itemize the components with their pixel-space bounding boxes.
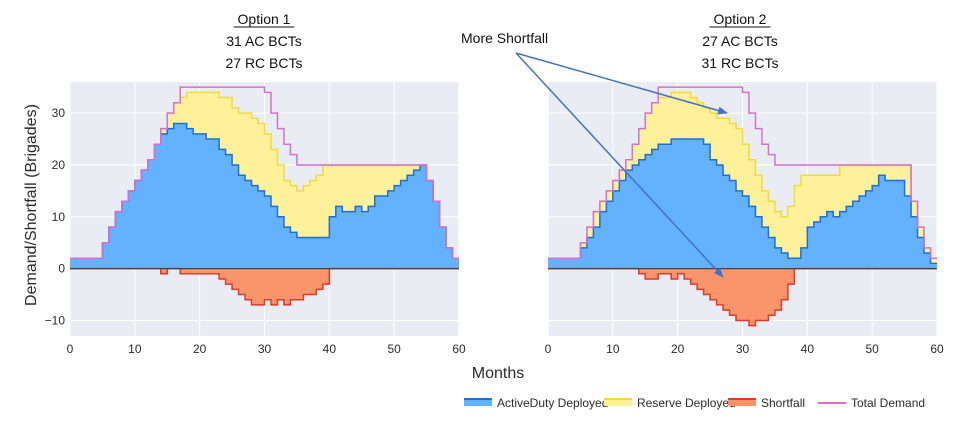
panel-subtitle: 31 AC BCTs: [226, 33, 301, 49]
x-tick-label: 40: [323, 342, 337, 356]
y-tick-label: 30: [52, 106, 66, 120]
total-demand-line: [548, 86, 937, 259]
legend-label: ActiveDuty Deployed: [497, 396, 608, 410]
legend-item: Reserve Deployed: [604, 396, 736, 410]
arrow-to-demand: [515, 52, 728, 115]
x-tick-label: 40: [801, 342, 815, 356]
shortfall-area: [70, 268, 459, 305]
legend-label: Reserve Deployed: [637, 396, 736, 410]
x-tick-label: 50: [865, 342, 879, 356]
x-tick-label: 20: [193, 342, 207, 356]
panel-title: Option 2: [714, 11, 767, 27]
x-tick-label: 60: [930, 342, 944, 356]
panel-subtitle: 27 AC BCTs: [702, 33, 777, 49]
annotation-more-shortfall: More Shortfall: [461, 30, 548, 46]
x-axis-label: Months: [472, 365, 524, 382]
activeduty-deployed-area: [548, 139, 937, 269]
x-tick-label: 10: [128, 342, 142, 356]
panel-option-2: 0 10 20 30 40 50 60 Option 2 27 AC BCTs 31 RC BCT…: [545, 11, 944, 356]
x-tick-label: 0: [67, 342, 74, 356]
legend-item: Shortfall: [728, 396, 805, 410]
activeduty-deployed-line: [548, 138, 937, 265]
annotation-arrows: [515, 52, 728, 278]
x-tick-label: 0: [545, 342, 552, 356]
y-tick-label: 10: [52, 210, 66, 224]
legend-item: ActiveDuty Deployed: [464, 396, 608, 410]
x-tick-label: 10: [606, 342, 620, 356]
y-tick-label: −10: [45, 313, 66, 327]
legend-swatch: [464, 399, 492, 406]
y-axis-label: Demand/Shortfall (Brigades): [23, 104, 40, 306]
y-tick-label: 0: [58, 262, 65, 276]
shortfall-area: [548, 268, 937, 326]
shortfall-line: [548, 267, 937, 327]
legend-label: Total Demand: [851, 396, 925, 410]
legend-item: Total Demand: [818, 396, 925, 410]
legend-swatch: [728, 399, 756, 406]
x-tick-label: 30: [258, 342, 272, 356]
x-tick-label: 30: [736, 342, 750, 356]
x-tick-label: 60: [452, 342, 466, 356]
panel-option-1: 0 10 20 30 40 50 60 −10 0 10 20 30 Option 1 31 AC BCT…: [45, 11, 466, 356]
panel-subtitle: 27 RC BCTs: [225, 55, 302, 71]
arrow-to-shortfall: [515, 52, 724, 278]
shortfall-line: [70, 267, 459, 306]
panel-subtitle: 31 RC BCTs: [701, 55, 778, 71]
legend: ActiveDuty Deployed Reserve Deployed Short…: [464, 396, 925, 410]
legend-label: Shortfall: [761, 396, 805, 410]
legend-swatch: [604, 399, 632, 406]
x-tick-label: 20: [671, 342, 685, 356]
total-demand-line: [70, 86, 459, 259]
y-tick-label: 20: [52, 158, 66, 172]
x-tick-label: 50: [387, 342, 401, 356]
panel-title: Option 1: [238, 11, 291, 27]
